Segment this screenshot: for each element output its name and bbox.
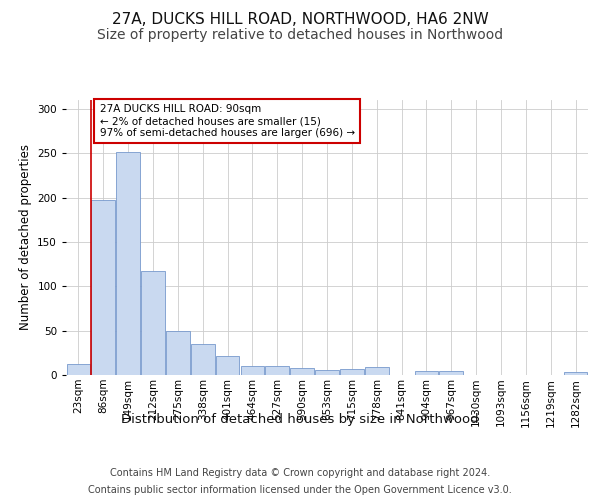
Text: Distribution of detached houses by size in Northwood: Distribution of detached houses by size … (121, 412, 479, 426)
Y-axis label: Number of detached properties: Number of detached properties (19, 144, 32, 330)
Bar (365, 367, 389, 375)
Bar (415, 372, 438, 375)
Bar (166, 330, 190, 375)
Text: 27A DUCKS HILL ROAD: 90sqm
← 2% of detached houses are smaller (15)
97% of semi-: 27A DUCKS HILL ROAD: 90sqm ← 2% of detac… (100, 104, 355, 138)
Bar (241, 366, 264, 375)
Text: Contains HM Land Registry data © Crown copyright and database right 2024.: Contains HM Land Registry data © Crown c… (110, 468, 490, 477)
Text: Size of property relative to detached houses in Northwood: Size of property relative to detached ho… (97, 28, 503, 42)
Bar (265, 366, 289, 375)
Bar (216, 356, 239, 375)
Bar (290, 368, 314, 375)
Bar (315, 370, 339, 375)
Text: 27A, DUCKS HILL ROAD, NORTHWOOD, HA6 2NW: 27A, DUCKS HILL ROAD, NORTHWOOD, HA6 2NW (112, 12, 488, 28)
Bar (340, 369, 364, 375)
Bar (191, 344, 215, 375)
Bar (439, 372, 463, 375)
Bar (67, 364, 90, 375)
Bar (116, 152, 140, 375)
Text: Contains public sector information licensed under the Open Government Licence v3: Contains public sector information licen… (88, 485, 512, 495)
Bar (141, 271, 165, 375)
Bar (564, 372, 587, 375)
Bar (91, 200, 115, 375)
